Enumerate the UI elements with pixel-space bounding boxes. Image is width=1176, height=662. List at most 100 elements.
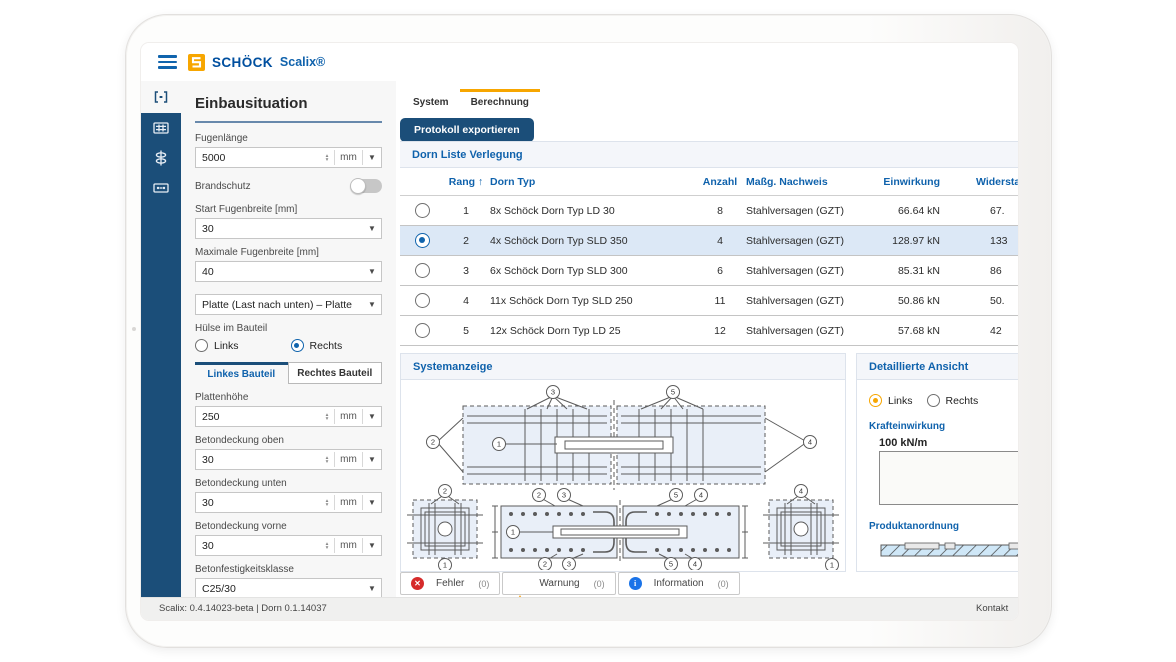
table-row[interactable]: 1 8x Schöck Dorn Typ LD 30 8 Stahlversag… — [400, 196, 1018, 226]
huelse-rechts-radio[interactable] — [290, 339, 304, 352]
system-select[interactable]: Platte (Last nach unten) – Platte ▼ — [195, 294, 382, 315]
start-fugenbreite-select[interactable]: 30 ▼ — [195, 218, 382, 239]
brand-name: SCHÖCK — [212, 54, 273, 70]
dornliste-title: Dorn Liste Verlegung — [400, 142, 1018, 168]
app-footer: Scalix: 0.4.14023-beta | Dorn 0.1.14037 … — [141, 597, 1018, 620]
info-count: (0) — [717, 578, 729, 589]
warning-count: (0) — [593, 578, 605, 589]
max-fugenbreite-select[interactable]: 40 ▼ — [195, 261, 382, 282]
chevron-down-icon: ▼ — [368, 584, 376, 593]
svg-text:2: 2 — [443, 487, 447, 496]
svg-text:1: 1 — [511, 528, 515, 537]
row-radio[interactable] — [414, 323, 430, 338]
panel-title: Einbausituation — [195, 95, 308, 112]
information-status[interactable]: i Information (0) — [617, 572, 740, 595]
betondeckung-unten-label: Betondeckung unten — [195, 478, 287, 489]
huelse-label: Hülse im Bauteil — [195, 323, 268, 334]
section-view-icon — [151, 148, 171, 168]
table-row[interactable]: 3 6x Schöck Dorn Typ SLD 300 6 Stahlvers… — [400, 256, 1018, 286]
warnung-status[interactable]: ! Warnung (0) — [502, 572, 616, 597]
schoeck-logo-icon — [188, 53, 205, 71]
sort-asc-icon[interactable]: ↑ — [477, 175, 484, 188]
chevron-down-icon[interactable]: ▼ — [368, 412, 376, 421]
betondeckung-vorne-label: Betondeckung vorne — [195, 521, 287, 532]
stepper-icon[interactable]: ▴ ▾ — [325, 497, 329, 508]
krafteinwirkung-label: Krafteinwirkung — [869, 421, 946, 432]
start-fugenbreite-label: Start Fugenbreite [mm] — [195, 204, 298, 215]
detail-panel: Detaillierte Ansicht Links Rechts Krafte… — [856, 353, 1018, 572]
chevron-down-icon[interactable]: ▼ — [368, 498, 376, 507]
systemanzeige-title: Systemanzeige — [401, 354, 845, 380]
max-fugenbreite-label: Maximale Fugenbreite [mm] — [195, 247, 319, 258]
betondeckung-vorne-input[interactable]: 30 ▴ ▾ mm ▼ — [195, 535, 382, 556]
svg-text:2: 2 — [537, 491, 541, 500]
main-tabbar: System Berechnung — [402, 89, 540, 114]
tab-linkes-bauteil[interactable]: Linkes Bauteil — [195, 362, 288, 384]
dornliste-panel: Dorn Liste Verlegung Rang ↑ Dorn Typ Anz… — [400, 141, 1018, 349]
svg-text:4: 4 — [808, 438, 812, 447]
bauteil-tabs: Linkes Bauteil Rechtes Bauteil — [195, 362, 382, 384]
tab-berechnung[interactable]: Berechnung — [459, 89, 540, 114]
tab-rechtes-bauteil[interactable]: Rechtes Bauteil — [287, 362, 382, 384]
plattenhoehe-label: Plattenhöhe — [195, 392, 249, 403]
stepper-icon[interactable]: ▴ ▾ — [325, 454, 329, 465]
svg-text:3: 3 — [551, 388, 555, 397]
huelse-links-radio[interactable] — [195, 339, 208, 352]
chevron-down-icon[interactable]: ▼ — [368, 455, 376, 464]
chevron-down-icon[interactable]: ▼ — [368, 541, 376, 550]
version-text: Scalix: 0.4.14023-beta | Dorn 0.1.14037 — [159, 603, 327, 614]
table-header-row: Rang ↑ Dorn Typ Anzahl Maßg. Nachweis Ei… — [400, 168, 1018, 196]
joint-connection-icon — [151, 87, 171, 107]
table-row-selected[interactable]: 2 4x Schöck Dorn Typ SLD 350 4 Stahlvers… — [400, 226, 1018, 256]
sidebar-item-joint[interactable] — [141, 81, 181, 113]
stepper-icon[interactable]: ▴ ▾ — [325, 411, 329, 422]
svg-text:2: 2 — [543, 560, 547, 569]
svg-text:4: 4 — [699, 491, 703, 500]
sidebar-item-section[interactable] — [141, 143, 181, 173]
stepper-icon[interactable]: ▴ ▾ — [325, 152, 329, 163]
fugenlaenge-label: Fugenlänge — [195, 133, 248, 144]
dornliste-table: Rang ↑ Dorn Typ Anzahl Maßg. Nachweis Ei… — [400, 168, 1018, 346]
brandschutz-toggle[interactable] — [350, 178, 382, 194]
row-radio[interactable] — [414, 263, 430, 278]
chevron-down-icon[interactable]: ▼ — [368, 153, 376, 162]
row-radio[interactable] — [414, 203, 430, 218]
app-window: SCHÖCK Scalix® — [141, 43, 1018, 620]
error-count: (0) — [478, 578, 490, 589]
load-diagram — [879, 451, 1018, 505]
plattenhoehe-input[interactable]: 250 ▴ ▾ mm ▼ — [195, 406, 382, 427]
svg-text:2: 2 — [431, 438, 435, 447]
row-radio[interactable] — [414, 293, 430, 308]
systemanzeige-panel: Systemanzeige — [400, 353, 846, 572]
fugenlaenge-value: 5000 — [202, 151, 226, 164]
sidebar-item-dimension[interactable] — [141, 173, 181, 203]
detail-links-radio[interactable] — [869, 394, 882, 407]
sidebar-item-plan[interactable] — [141, 113, 181, 143]
betonfestigkeitsklasse-label: Betonfestigkeitsklasse — [195, 564, 294, 575]
fehler-status[interactable]: ✕ Fehler (0) — [400, 572, 501, 595]
chevron-down-icon: ▼ — [368, 300, 376, 309]
fugenlaenge-input[interactable]: 5000 ▴ ▾ mm ▼ — [195, 147, 382, 168]
protokoll-export-button[interactable]: Protokoll exportieren — [400, 118, 534, 142]
betonfestigkeitsklasse-select[interactable]: C25/30 ▼ — [195, 578, 382, 597]
divider — [195, 121, 382, 123]
betondeckung-unten-input[interactable]: 30 ▴ ▾ mm ▼ — [195, 492, 382, 513]
sidebar — [141, 81, 181, 597]
chevron-down-icon: ▼ — [368, 224, 376, 233]
main-area: System Berechnung Protokoll exportieren … — [396, 81, 1018, 597]
load-value: 100 kN/m — [879, 437, 928, 449]
table-row[interactable]: 4 11x Schöck Dorn Typ SLD 250 11 Stahlve… — [400, 286, 1018, 316]
stepper-icon[interactable]: ▴ ▾ — [325, 540, 329, 551]
tab-system[interactable]: System — [413, 97, 449, 108]
kontakt-link[interactable]: Kontakt — [976, 603, 1009, 614]
einbausituation-panel: Einbausituation Fugenlänge 5000 ▴ ▾ mm ▼ — [181, 81, 396, 597]
row-radio-selected[interactable] — [414, 233, 430, 248]
menu-icon[interactable] — [158, 55, 177, 69]
detail-rechts-radio[interactable] — [926, 394, 940, 407]
produktanordnung-label: Produktanordnung — [869, 521, 959, 532]
svg-text:4: 4 — [799, 487, 803, 496]
brandschutz-label: Brandschutz — [195, 180, 251, 192]
table-row[interactable]: 5 12x Schöck Dorn Typ LD 25 12 Stahlvers… — [400, 316, 1018, 346]
betondeckung-oben-input[interactable]: 30 ▴ ▾ mm ▼ — [195, 449, 382, 470]
